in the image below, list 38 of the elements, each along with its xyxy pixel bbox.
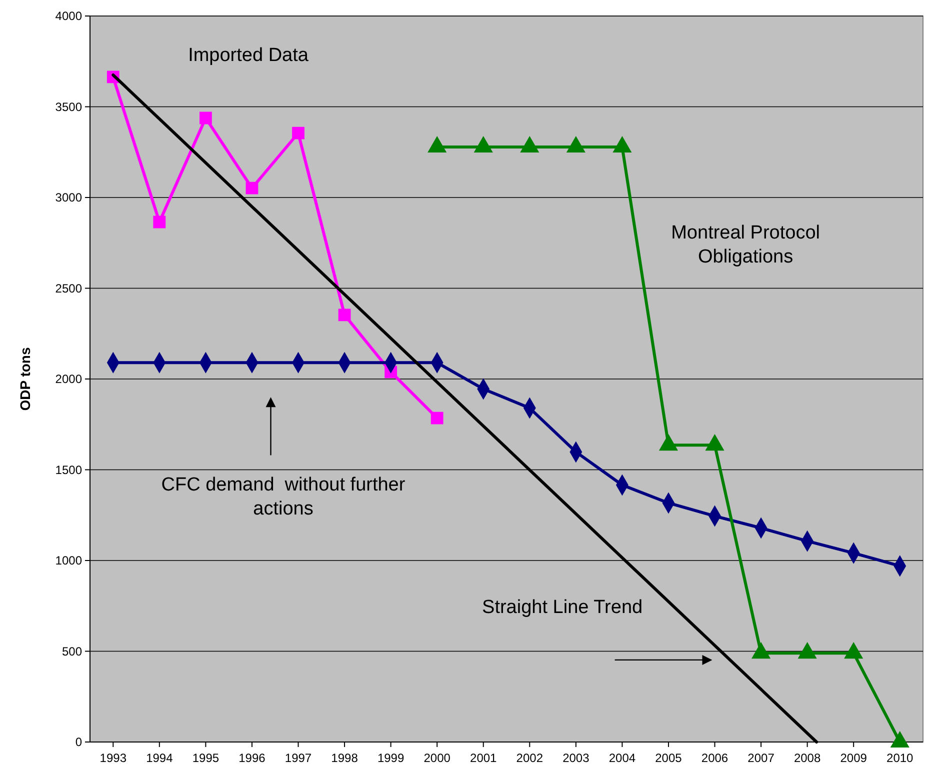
x-tick-label: 1994 xyxy=(146,751,174,765)
x-tick-label: 1997 xyxy=(284,751,312,765)
x-tick-label: 2004 xyxy=(608,751,636,765)
annotation: Imported Data xyxy=(188,45,309,66)
annotation: Montreal Protocol Obligations xyxy=(671,222,820,268)
y-tick-label: 0 xyxy=(75,735,82,750)
x-tick-label: 2008 xyxy=(794,751,821,765)
x-tick-label: 2009 xyxy=(840,751,868,765)
y-tick-label: 2500 xyxy=(55,281,82,296)
x-tick-label: 2001 xyxy=(470,751,498,765)
y-tick-label: 1000 xyxy=(55,554,82,568)
x-tick-label: 2003 xyxy=(562,751,590,765)
x-tick-label: 2000 xyxy=(424,751,451,765)
x-tick-label: 2007 xyxy=(748,751,775,765)
x-tick-label: 1996 xyxy=(238,751,266,765)
point xyxy=(199,112,212,124)
x-tick-label: 1998 xyxy=(331,751,358,765)
x-tick-label: 2006 xyxy=(701,751,728,765)
point xyxy=(292,126,304,140)
x-tick-label: 2010 xyxy=(886,751,914,765)
y-tick-label: 4000 xyxy=(55,9,82,24)
y-tick-label: 500 xyxy=(62,644,82,658)
x-tick-label: 2005 xyxy=(655,751,682,765)
y-tick-label: 1500 xyxy=(55,462,82,477)
y-tick-label: 3500 xyxy=(55,100,82,114)
y-axis-title: ODP tons xyxy=(17,347,33,411)
point xyxy=(153,216,166,228)
x-tick-label: 1993 xyxy=(100,751,127,765)
x-tick-label: 1999 xyxy=(377,751,404,765)
annotation: CFC demand without further actions xyxy=(161,474,406,520)
x-tick-label: 1995 xyxy=(192,751,220,765)
point xyxy=(338,308,351,322)
annotation: Straight Line Trend xyxy=(482,596,643,618)
point xyxy=(430,412,444,424)
x-tick-label: 2002 xyxy=(516,751,544,765)
y-tick-label: 3000 xyxy=(55,190,82,205)
y-tick-label: 2000 xyxy=(55,372,82,386)
point xyxy=(246,182,258,194)
